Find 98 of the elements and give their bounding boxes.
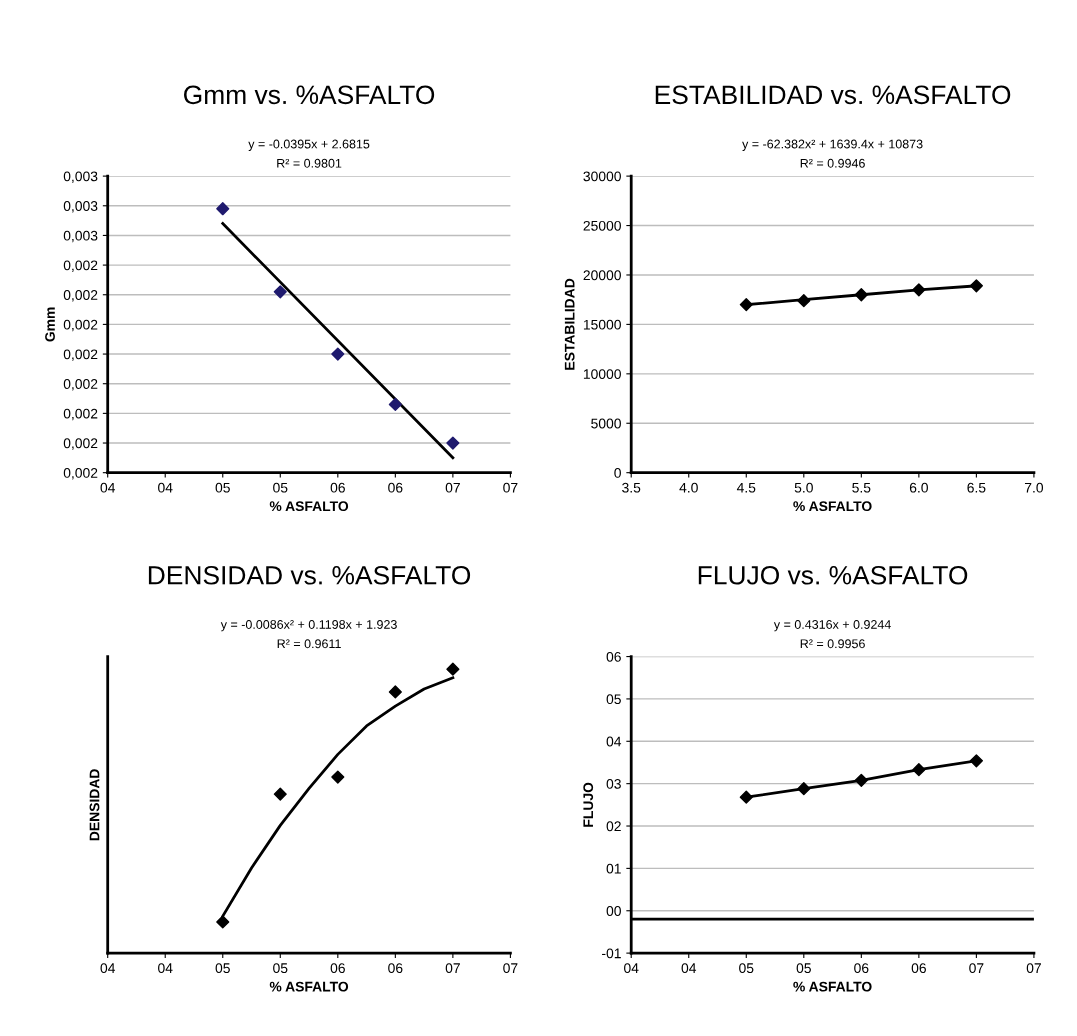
x-tick-label: 05 xyxy=(273,963,288,974)
point xyxy=(446,662,460,676)
y-tick-label: 05 xyxy=(606,694,621,705)
text: y = -62.382x² + 1639.4x + 10873 xyxy=(742,139,923,151)
y-tick-label: 0,002 xyxy=(63,319,98,332)
x-tick-label: 06 xyxy=(330,963,345,974)
y-tick-label: 0,002 xyxy=(63,468,98,480)
x-tick-label: 07 xyxy=(503,482,518,493)
x-axis-title: % ASFALTO xyxy=(793,501,872,512)
y-tick-label: 04 xyxy=(606,736,622,747)
x-tick-label: 07 xyxy=(503,963,518,974)
x-tick-label: 3.5 xyxy=(622,482,641,493)
x-tick-label: 04 xyxy=(100,963,116,974)
chart-title: DENSIDAD vs. %ASFALTO xyxy=(148,565,471,585)
x-tick-label: 6.0 xyxy=(909,482,928,493)
y-tick-label: 0,002 xyxy=(63,379,98,391)
y-tick-label: 30000 xyxy=(583,171,621,182)
point xyxy=(739,298,753,312)
x-tick-label: 06 xyxy=(854,963,869,974)
y-tick-label: -01 xyxy=(602,948,621,959)
x-tick-label: 7.0 xyxy=(1024,482,1044,493)
text: y = 0.4316x + 0.9244 xyxy=(773,620,891,632)
y-tick-label: 0,002 xyxy=(63,260,98,272)
x-tick-label: 4.0 xyxy=(679,482,698,493)
point xyxy=(331,770,345,784)
point xyxy=(969,279,983,293)
text: y = -0.0086x² + 0.1198x + 1.923 xyxy=(220,620,397,632)
x-tick-label: 07 xyxy=(1026,963,1041,974)
x-tick-label: 06 xyxy=(911,963,926,974)
text: y = -0.0395x + 2.6815 xyxy=(248,139,370,151)
y-tick-label: 25000 xyxy=(583,220,621,231)
x-tick-label: 5.0 xyxy=(794,482,813,493)
point xyxy=(216,915,230,929)
y-tick-label: 0 xyxy=(614,468,621,478)
y-axis-title: FLUJO xyxy=(583,782,594,827)
x-tick-label: 06 xyxy=(330,482,345,493)
x-tick-label: 05 xyxy=(273,482,288,493)
x-tick-label: 06 xyxy=(388,482,403,493)
y-tick-label: 0,002 xyxy=(63,349,98,361)
text: R² = 0.9956 xyxy=(800,639,865,649)
y-tick-label: 00 xyxy=(606,906,621,916)
point xyxy=(216,202,230,216)
x-tick-label: 05 xyxy=(215,482,230,493)
y-tick-label: 20000 xyxy=(583,270,621,281)
text: R² = 0.9801 xyxy=(277,158,342,168)
point xyxy=(739,790,753,804)
x-tick-label: 4.5 xyxy=(736,482,756,493)
x-tick-label: 07 xyxy=(445,482,460,493)
y-tick-label: 0,002 xyxy=(63,290,98,302)
y-axis-title: Gmm xyxy=(45,307,55,342)
y-tick-label: 0,003 xyxy=(63,201,98,213)
x-tick-label: 04 xyxy=(158,482,173,493)
x-tick-label: 05 xyxy=(739,963,754,974)
x-tick-label: 07 xyxy=(969,963,984,974)
point xyxy=(854,773,868,787)
y-tick-label: 0,003 xyxy=(63,171,98,183)
text: R² = 0.9946 xyxy=(800,158,865,168)
x-tick-label: 06 xyxy=(388,963,403,974)
point xyxy=(388,397,402,412)
x-axis-title: % ASFALTO xyxy=(269,981,349,992)
point xyxy=(797,782,811,796)
y-axis-title: DENSIDAD xyxy=(89,769,100,841)
chart-title: Gmm vs. %ASFALTO xyxy=(184,85,435,105)
point xyxy=(912,283,926,297)
x-tick-label: 04 xyxy=(100,482,116,493)
x-axis-title: % ASFALTO xyxy=(269,501,349,512)
point xyxy=(331,347,345,361)
y-tick-label: 03 xyxy=(606,778,621,789)
point xyxy=(854,288,868,302)
chart-title: ESTABILIDAD vs. %ASFALTO xyxy=(655,85,1011,105)
point xyxy=(273,787,287,801)
point xyxy=(912,763,926,777)
point xyxy=(797,294,811,308)
chart-title: FLUJO vs. %ASFALTO xyxy=(698,565,968,585)
y-axis-title: ESTABILIDAD xyxy=(564,278,575,370)
point xyxy=(273,285,287,299)
y-tick-label: 0,002 xyxy=(63,408,98,421)
y-tick-label: 06 xyxy=(606,651,621,662)
x-axis-title: % ASFALTO xyxy=(793,981,872,992)
x-tick-label: 04 xyxy=(158,963,173,974)
y-tick-label: 10000 xyxy=(583,369,621,379)
y-tick-label: 0,002 xyxy=(63,438,98,450)
y-tick-label: 15000 xyxy=(583,319,621,330)
y-tick-label: 02 xyxy=(606,821,621,832)
x-tick-label: 05 xyxy=(215,963,230,974)
point xyxy=(969,754,983,768)
y-tick-label: 5000 xyxy=(591,418,621,429)
x-tick-label: 07 xyxy=(445,963,460,974)
x-tick-label: 04 xyxy=(681,963,697,974)
x-tick-label: 04 xyxy=(624,963,639,974)
x-tick-label: 05 xyxy=(796,963,811,974)
x-tick-label: 5.5 xyxy=(852,482,871,493)
y-tick-label: 0,003 xyxy=(63,230,98,243)
point xyxy=(446,436,460,450)
text: R² = 0.9611 xyxy=(277,639,341,649)
y-tick-label: 01 xyxy=(606,863,621,874)
x-tick-label: 6.5 xyxy=(967,482,986,493)
point xyxy=(388,685,402,699)
